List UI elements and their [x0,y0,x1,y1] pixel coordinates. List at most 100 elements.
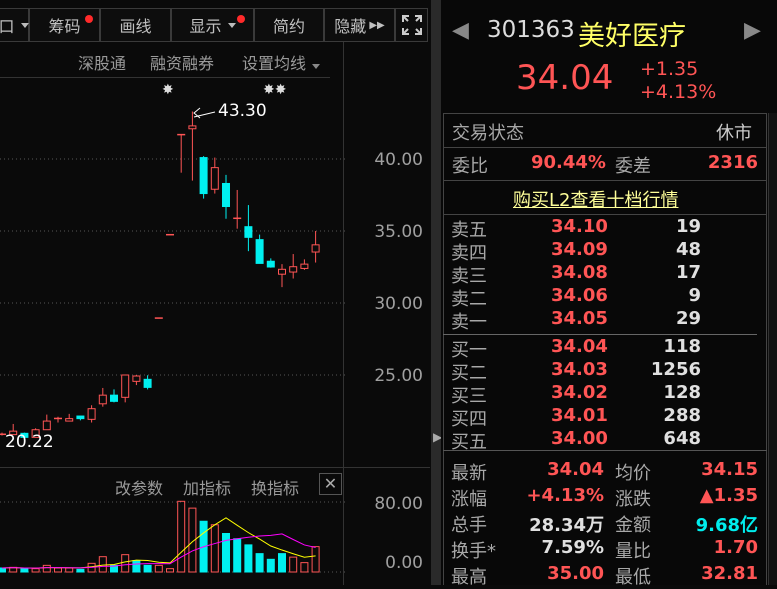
level-label: 卖五 [451,220,487,241]
stock-name: 美好医疗 [578,21,686,52]
candle [255,234,264,264]
level-volume: 1256 [650,359,701,380]
level-price: 34.09 [551,239,608,260]
volume-bar [188,507,197,573]
close-indicator-button[interactable]: ✕ [319,473,342,495]
candle [31,428,40,438]
level-volume: 17 [675,262,701,283]
event-marker-icon[interactable]: ✸✸ [263,82,287,98]
volume-bar [177,500,186,573]
level-volume: 128 [663,382,701,403]
stat-label: 最新 [451,463,487,484]
stat-value: +4.13% [526,485,604,506]
level-label: 买四 [451,409,487,430]
candlestick-chart[interactable] [0,0,430,585]
event-marker-icon[interactable]: ✸ [162,82,174,98]
candle [177,133,186,173]
change-params-button[interactable]: 改参数 [115,479,164,498]
candle [210,157,219,194]
candle [42,414,51,431]
toolbar-overlay-button[interactable]: 口 [0,8,29,42]
toolbar-hide-button[interactable]: 隐藏 ▶▶ [324,8,395,42]
bid-row[interactable]: 买五 34.00 648 [451,428,757,453]
bid-row[interactable]: 买一 34.04 118 [451,336,757,361]
volume-bar [266,558,275,573]
expand-arrow-icon[interactable]: ▶ [433,430,443,444]
ask-row[interactable]: 卖三 34.08 17 [451,262,757,287]
volume-bar [311,546,320,573]
stat-value: ▲1.35 [699,485,758,506]
panel-splitter[interactable] [431,0,441,585]
volume-bar [289,556,298,573]
y-tick: 30.00 [374,294,423,314]
level-label: 卖四 [451,243,487,264]
next-stock-button[interactable]: ▶ [744,18,761,43]
bid-row[interactable]: 买四 34.01 288 [451,405,757,430]
stat-row: 最高 35.00 最低 32.81 [451,563,758,588]
candle [289,254,298,279]
candle [244,205,253,252]
ask-row[interactable]: 卖四 34.09 48 [451,239,757,264]
y-tick: 40.00 [374,150,423,170]
y-tick: 25.00 [374,366,423,386]
price-change: +1.35 [640,58,699,80]
dropdown-icon [20,22,29,28]
double-arrow-icon: ▶▶ [369,19,385,31]
candle [154,317,163,319]
stat-label: 涨幅 [451,489,487,510]
candle [233,189,242,229]
volume-bar [255,553,264,573]
vol-y-tick: 0.00 [385,553,423,573]
level-volume: 118 [663,336,701,357]
level-label: 卖三 [451,266,487,287]
stat-label: 总手 [451,515,487,536]
fullscreen-button[interactable] [395,8,428,42]
level-price: 34.00 [551,428,608,449]
level-price: 34.03 [551,359,608,380]
volume-bar [110,564,118,573]
sgt-link[interactable]: 深股通 [78,54,127,73]
side-panel-edge [768,113,777,585]
stat-value: 34.15 [701,459,758,480]
bid-row[interactable]: 买三 34.02 128 [451,382,757,407]
price-change-pct: +4.13% [640,81,717,103]
candle [166,233,174,236]
stat-label: 最低 [615,567,651,588]
level-label: 买五 [451,432,487,453]
stat-value: 35.00 [547,563,604,584]
volume-bar [300,562,309,573]
label: 筹码 [48,17,81,36]
level-label: 买二 [451,363,487,384]
level-price: 34.05 [551,308,608,329]
toolbar-chips-button[interactable]: 筹码 [29,8,100,42]
dropdown-icon [227,22,236,28]
candle [199,156,208,199]
volume-bar [54,567,62,573]
bid-row[interactable]: 买二 34.03 1256 [451,359,757,384]
red-dot-icon [237,15,245,23]
label: 简约 [272,17,305,36]
set-ma-dropdown[interactable]: 设置均线 [242,50,321,74]
trade-status-value: 休市 [716,123,752,144]
toolbar-draw-button[interactable]: 画线 [100,8,171,42]
toolbar-simple-button[interactable]: 简约 [254,8,324,42]
add-indicator-button[interactable]: 加指标 [183,479,232,498]
ask-row[interactable]: 卖五 34.10 19 [451,216,757,241]
switch-indicator-button[interactable]: 换指标 [251,479,300,498]
volume-bar [154,564,163,573]
label: 口 [0,17,15,36]
level-label: 卖一 [451,312,487,333]
prev-stock-button[interactable]: ◀ [452,18,469,43]
level-label: 买三 [451,386,487,407]
ask-row[interactable]: 卖一 34.05 29 [451,308,757,333]
level-price: 34.06 [551,285,608,306]
level-volume: 29 [675,308,701,329]
volume-bar [132,560,141,573]
level-volume: 288 [663,405,701,426]
ask-row[interactable]: 卖二 34.06 9 [451,285,757,310]
volume-bar [233,538,242,573]
candle [222,174,230,219]
buy-l2-link[interactable]: 购买L2查看十档行情 [513,190,679,211]
toolbar-display-button[interactable]: 显示 [171,8,254,42]
margin-link[interactable]: 融资融券 [150,54,215,73]
